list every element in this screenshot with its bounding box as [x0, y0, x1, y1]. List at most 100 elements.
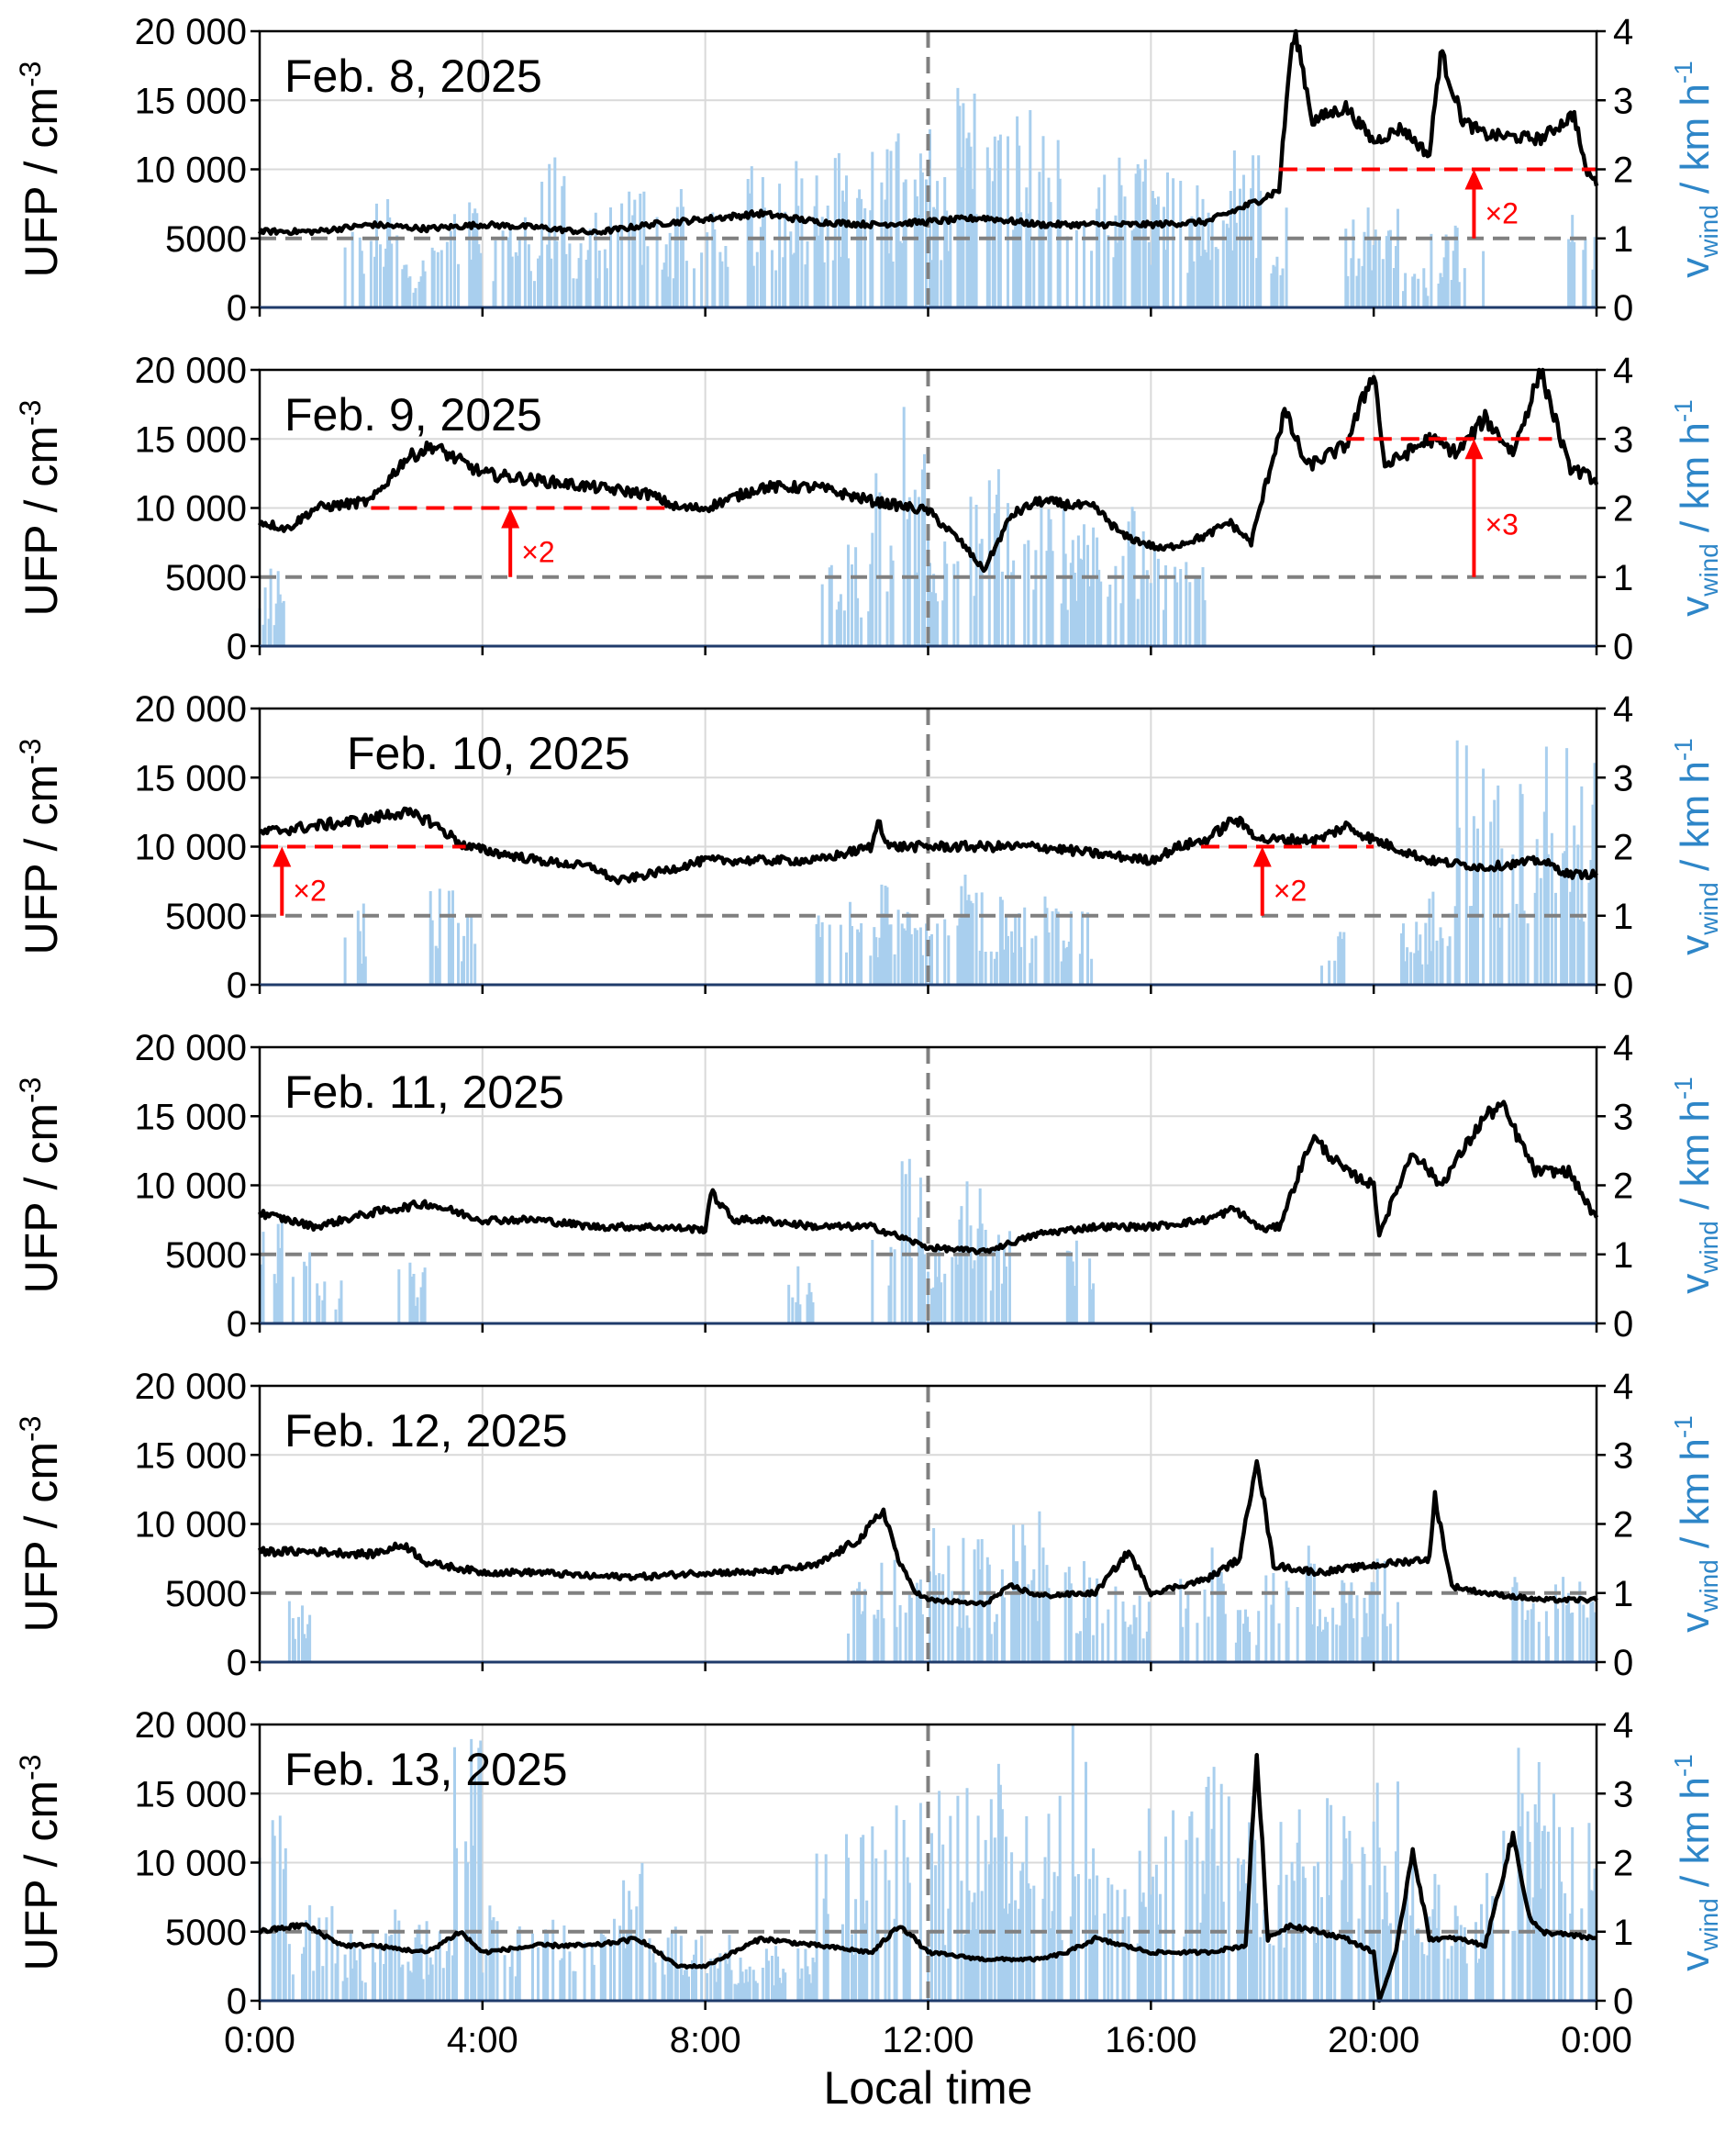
left-tick-label: 5000	[165, 558, 247, 598]
x-tick-label: 20:00	[1328, 2020, 1419, 2060]
right-tick-label: 3	[1613, 1097, 1633, 1137]
right-tick-label: 0	[1613, 1304, 1633, 1345]
left-axis-label-main: UFP / cm	[16, 1780, 67, 1970]
left-tick-label: 5000	[165, 1913, 247, 1953]
left-axis-label: UFP / cm-3	[14, 400, 67, 617]
right-axis-label-sub: wind	[1695, 1221, 1723, 1275]
left-tick-label: 20 000	[135, 1028, 247, 1068]
right-tick-label: 4	[1613, 689, 1633, 730]
factor-label: ×3	[1485, 508, 1518, 541]
left-axis-label-main: UFP / cm	[16, 765, 67, 954]
wind-speed-series	[260, 1158, 1096, 1323]
factor-label: ×2	[1274, 875, 1307, 908]
right-tick-label: 2	[1613, 489, 1633, 530]
right-tick-label: 0	[1613, 965, 1633, 1006]
left-axis-label: UFP / cm-3	[14, 1755, 67, 1971]
x-tick-label: 12:00	[882, 2020, 974, 2060]
panel-date-label: Feb. 11, 2025	[284, 1066, 564, 1118]
wind-speed-series	[287, 1511, 1597, 1662]
ufp-series	[257, 1458, 1598, 1608]
right-tick-label: 2	[1613, 1844, 1633, 1884]
left-tick-label: 5000	[165, 219, 247, 260]
panel-date-label: Feb. 9, 2025	[284, 389, 542, 441]
left-axis-label-sup: -3	[14, 61, 47, 87]
left-tick-label: 20 000	[135, 689, 247, 730]
right-axis-label-sub: wind	[1695, 205, 1723, 259]
right-tick-label: 4	[1613, 12, 1633, 52]
panel-3: ×2 ×2 0 5000 10 000 15 000 20 000 0 1 2 3 4 Feb. 10,…	[14, 689, 1723, 1006]
x-tick-label: 16:00	[1105, 2020, 1196, 2060]
ufp-series	[258, 367, 1599, 574]
x-axis-label: Local time	[824, 2062, 1033, 2114]
factor-label: ×2	[1485, 197, 1518, 230]
x-tick-label: 0:00	[224, 2020, 295, 2060]
right-axis-label-main: v	[1673, 1613, 1718, 1633]
right-axis-label-rest: / km h	[1673, 1099, 1718, 1221]
right-axis-label-sup: -1	[1669, 1754, 1697, 1777]
left-tick-label: 15 000	[135, 81, 247, 121]
left-axis-label-main: UFP / cm	[16, 1103, 67, 1293]
right-axis-label-main: v	[1673, 258, 1718, 278]
panel-6: 0 5000 10 000 15 000 20 000 0 1 2 3 4 Feb. 13, 202…	[14, 1705, 1723, 2022]
right-axis-label: vwind / km h-1	[1669, 399, 1723, 617]
x-tick-label: 0:00	[1561, 2020, 1632, 2060]
right-axis-label-sub: wind	[1695, 543, 1723, 597]
right-tick-label: 1	[1613, 1574, 1633, 1614]
left-tick-label: 10 000	[135, 1166, 247, 1207]
left-axis-label-sup: -3	[14, 739, 47, 765]
right-axis-label-sup: -1	[1669, 61, 1697, 84]
left-tick-label: 10 000	[135, 1844, 247, 1884]
left-tick-label: 10 000	[135, 489, 247, 530]
right-tick-label: 1	[1613, 558, 1633, 598]
left-axis-label-main: UFP / cm	[16, 87, 67, 277]
right-tick-label: 2	[1613, 1166, 1633, 1207]
right-tick-label: 1	[1613, 897, 1633, 937]
left-axis-label: UFP / cm-3	[14, 61, 67, 278]
panel-date-label: Feb. 12, 2025	[284, 1405, 568, 1457]
right-axis-label-main: v	[1673, 1274, 1718, 1294]
right-tick-label: 3	[1613, 1435, 1633, 1476]
left-tick-label: 0	[227, 965, 247, 1006]
arrow-head-icon	[1252, 846, 1272, 867]
right-tick-label: 0	[1613, 627, 1633, 667]
panel-5: 0 5000 10 000 15 000 20 000 0 1 2 3 4 Feb. 12, 202…	[14, 1367, 1723, 1683]
right-tick-label: 0	[1613, 1643, 1633, 1683]
right-axis-label-main: v	[1673, 935, 1718, 955]
ufp-series	[258, 1753, 1597, 2003]
left-axis-label-sup: -3	[14, 1416, 47, 1442]
wind-speed-series	[343, 740, 1597, 985]
right-tick-label: 4	[1613, 1367, 1633, 1407]
right-axis-label: vwind / km h-1	[1669, 61, 1723, 278]
right-axis-label: vwind / km h-1	[1669, 1077, 1723, 1294]
right-axis-label-sup: -1	[1669, 738, 1697, 761]
right-axis-label-sup: -1	[1669, 1077, 1697, 1099]
left-axis-label: UFP / cm-3	[14, 1416, 67, 1633]
left-tick-label: 0	[227, 1981, 247, 2022]
right-tick-label: 3	[1613, 419, 1633, 460]
factor-label: ×2	[521, 536, 554, 569]
left-tick-label: 15 000	[135, 419, 247, 460]
left-axis-label-sup: -3	[14, 1755, 47, 1780]
ufp-series	[257, 1099, 1599, 1256]
left-tick-label: 5000	[165, 897, 247, 937]
arrow-head-icon	[273, 846, 292, 867]
right-axis-label-sup: -1	[1669, 399, 1697, 422]
panel-date-label: Feb. 13, 2025	[284, 1744, 568, 1795]
panel-2: ×2 ×3 0 5000 10 000 15 000 20 000 0 1 2 3 4 Feb. 9, …	[14, 351, 1723, 667]
right-tick-label: 0	[1613, 288, 1633, 329]
right-tick-label: 0	[1613, 1981, 1633, 2022]
left-tick-label: 0	[227, 1643, 247, 1683]
left-axis-label-sup: -3	[14, 1077, 47, 1103]
right-axis-label-rest: / km h	[1673, 761, 1718, 882]
left-tick-label: 10 000	[135, 828, 247, 868]
left-tick-label: 0	[227, 627, 247, 667]
right-axis-label-rest: / km h	[1673, 1438, 1718, 1559]
panel-date-label: Feb. 8, 2025	[284, 50, 542, 102]
ufp-series	[259, 806, 1598, 886]
panel-1: ×2 0 5000 10 000 15 000 20 000 0 1 2 3 4 Feb. 8, 20…	[14, 12, 1723, 329]
right-axis-label-sup: -1	[1669, 1415, 1697, 1438]
right-axis-label: vwind / km h-1	[1669, 1415, 1723, 1633]
wind-speed-series	[343, 87, 1597, 307]
panel-date-label: Feb. 10, 2025	[347, 728, 630, 779]
